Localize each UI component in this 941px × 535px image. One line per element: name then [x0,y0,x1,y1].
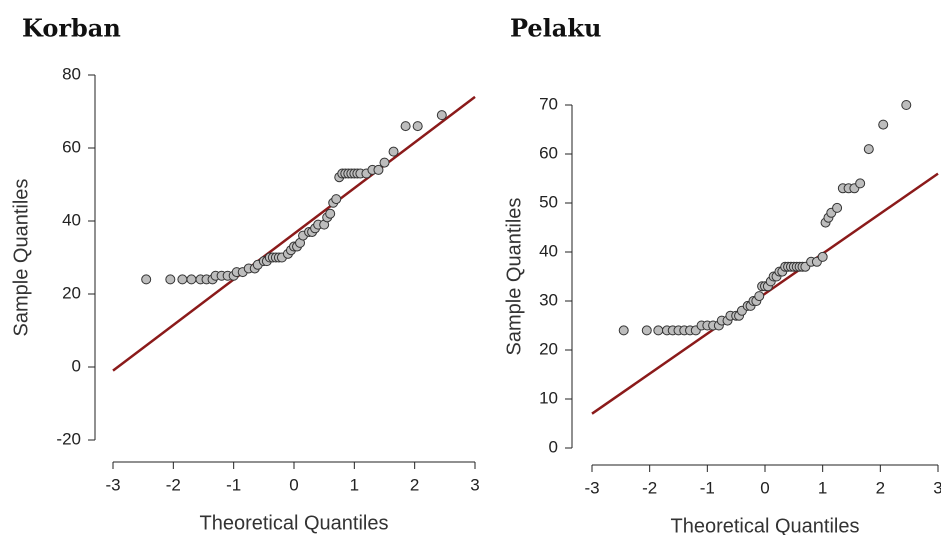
x-tick-label: 2 [410,475,419,494]
point [878,119,889,130]
point [379,157,390,168]
y-tick-label: 10 [539,388,558,407]
point [177,274,188,285]
x-axis-label: Theoretical Quantiles [671,515,860,535]
chart-title: Korban [22,14,121,43]
y-tick-label: 80 [62,64,81,83]
x-tick-label: 3 [933,478,941,497]
y-tick-label: 70 [539,94,558,113]
point [373,164,384,175]
point [400,121,411,132]
point [436,110,447,121]
point [855,178,866,189]
point [817,251,828,262]
point [412,121,423,132]
x-tick-label: 0 [760,478,769,497]
point [165,274,176,285]
x-tick-label: 1 [350,475,359,494]
x-tick-label: -1 [700,478,715,497]
y-tick-label: 60 [539,143,558,162]
y-tick-label: 60 [62,137,81,156]
y-axis-label: Sample Quantiles [10,179,32,337]
point [653,325,664,336]
y-tick-label: 40 [539,241,558,260]
point [331,194,342,205]
x-axis-label: Theoretical Quantiles [200,512,389,534]
y-tick-label: 20 [539,339,558,358]
reference-line [591,172,939,415]
x-tick-label: 3 [470,475,479,494]
point [754,291,765,302]
point [186,274,197,285]
y-axis-label: Sample Quantiles [503,198,525,356]
y-tick-label: 20 [62,283,81,302]
point [901,100,912,110]
point [863,144,874,155]
point [618,325,629,336]
y-tick-label: 0 [549,437,558,456]
y-tick-label: -20 [56,429,81,448]
y-tick-label: 30 [539,290,558,309]
y-tick-label: 50 [539,192,558,211]
x-tick-label: -3 [584,478,599,497]
x-tick-label: 0 [289,475,298,494]
x-tick-label: -3 [105,475,120,494]
x-tick-label: 2 [876,478,885,497]
x-tick-label: -1 [226,475,241,494]
reference-line [112,95,476,372]
x-tick-label: 1 [818,478,827,497]
y-tick-label: 40 [62,210,81,229]
point [325,208,336,219]
x-tick-label: -2 [166,475,181,494]
point [388,146,399,157]
y-tick-label: 0 [72,356,81,375]
x-tick-label: -2 [642,478,657,497]
point [141,274,152,285]
point [641,325,652,336]
point [832,202,843,213]
chart-title: Pelaku [510,14,601,43]
